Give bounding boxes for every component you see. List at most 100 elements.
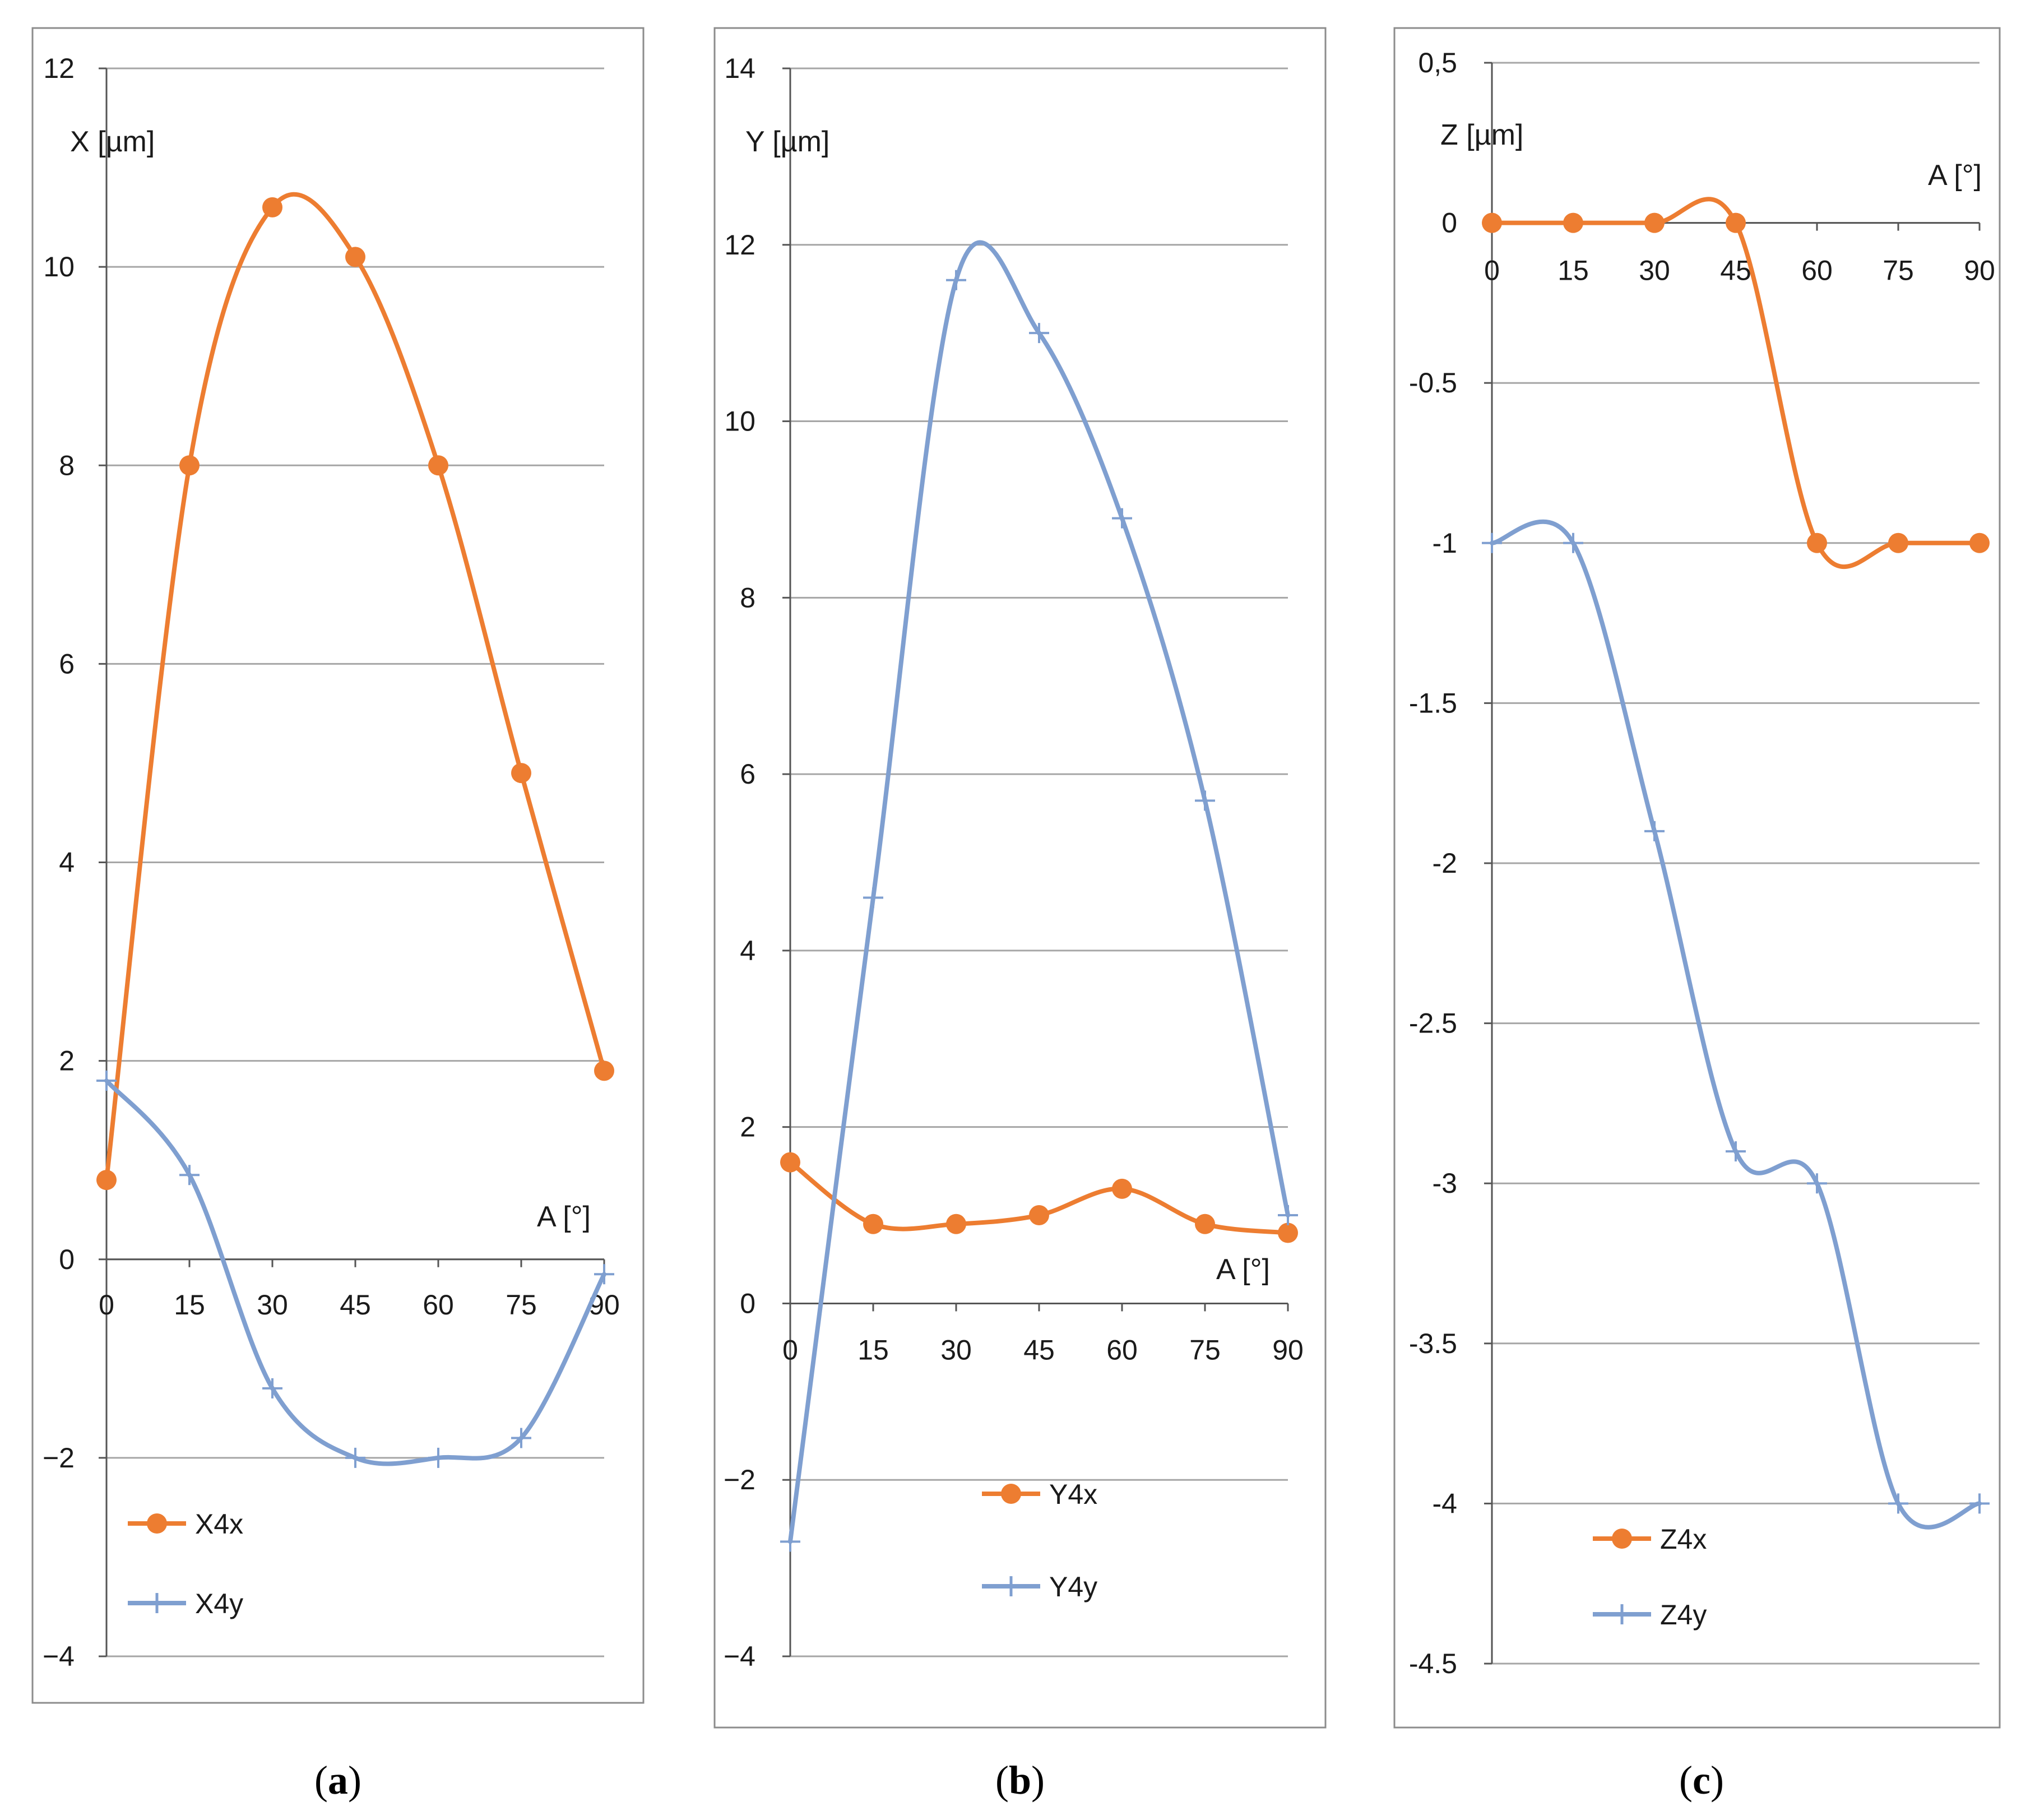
- panel-a-x-tick-label: 30: [257, 1289, 288, 1321]
- panel-b-point-Y4x: [1112, 1178, 1132, 1199]
- panel-a-y-tick-label: 2: [59, 1045, 75, 1077]
- panel-b-point-Y4x: [1195, 1214, 1215, 1234]
- panel-b-point-Y4y: [1112, 508, 1132, 529]
- panel-b-caption-close: ): [1031, 1758, 1045, 1803]
- panel-c-point-Z4x: [1563, 212, 1583, 233]
- panel-c-legend-label-x: Z4x: [1660, 1523, 1707, 1555]
- panel-b-legend-label-x: Y4x: [1049, 1479, 1097, 1510]
- panel-c-x-tick-label: 60: [1801, 255, 1833, 286]
- panel-b-point-Y4y: [863, 887, 883, 908]
- panel-b-x-tick-label: 60: [1106, 1334, 1138, 1365]
- panel-a-legend-label-x: X4x: [195, 1508, 243, 1540]
- panel-c-point-Z4y: [1563, 532, 1583, 553]
- panel-c-point-Z4x: [1807, 532, 1827, 553]
- panel-b-x-tick-label: 0: [782, 1334, 798, 1365]
- panel-c-x-axis: 0 15 30 45 60 75 90: [1484, 222, 1995, 286]
- panel-a-legend-label-y: X4y: [195, 1588, 243, 1619]
- panel-a-point-X4y: [96, 1071, 117, 1091]
- panel-a-point-X4x: [511, 763, 531, 784]
- panel-c-point-Z4y: [1482, 532, 1502, 553]
- panel-c-legend: Z4x Z4y: [1593, 1523, 1707, 1631]
- panel-b-y-tick-label: 14: [724, 53, 755, 84]
- panel-a-point-X4y: [594, 1264, 614, 1285]
- panel-b-x-axis: 0 15 30 45 60 75 90: [782, 1302, 1304, 1365]
- panel-a-point-X4y: [345, 1447, 365, 1468]
- panel-b-y-tick-label: 0: [740, 1288, 755, 1319]
- panel-b-x-tick-label: 15: [857, 1334, 889, 1365]
- panel-a-x-tick-label: 45: [340, 1289, 371, 1321]
- panel-a-point-X4x: [428, 455, 448, 476]
- panel-c-x-tick-label: 45: [1720, 255, 1751, 286]
- panel-b-legend-swatch-marker-y: [1001, 1576, 1021, 1596]
- panel-b-point-Y4x: [946, 1214, 966, 1234]
- panel-c-y-axis: 0,5 0 -0.5 -1 -1.5 -2 -2.5 -3 -3.5 -4 -4.5: [1409, 47, 1493, 1679]
- panel-a-legend-swatch-marker-y: [147, 1593, 167, 1613]
- panel-c-x-tick-label: 75: [1883, 255, 1914, 286]
- panel-c-point-Z4y: [1644, 821, 1665, 841]
- panel-a-x-tick-label: 0: [99, 1289, 114, 1321]
- panel-c-legend-label-y: Z4y: [1660, 1599, 1707, 1631]
- panel-a-y-tick-label: 6: [59, 648, 75, 679]
- panel-c-y-tick-label: 0: [1441, 207, 1457, 239]
- panel-a-caption-close: ): [348, 1758, 361, 1803]
- panel-c-y-axis-title: Z [µm]: [1440, 119, 1523, 151]
- panel-c-y-tick-label: -4.5: [1409, 1648, 1457, 1679]
- panel-c-series-line-Z4y: [1490, 519, 1982, 1530]
- panel-a-point-X4x: [262, 197, 282, 217]
- panel-a-point-X4x: [345, 247, 365, 267]
- panel-b-point-Y4y: [1278, 1205, 1298, 1226]
- panel-a-y-tick-label: 8: [59, 450, 75, 481]
- panel-c-point-Z4x: [1644, 212, 1665, 233]
- panel-a-legend-swatch-marker-x: [147, 1513, 167, 1534]
- panel-c-legend-swatch-marker-y: [1612, 1604, 1632, 1624]
- panel-b-x-tick-label: 90: [1272, 1334, 1304, 1365]
- panel-c-x-tick-label: 90: [1964, 255, 1995, 286]
- panel-a-x-axis: 0 15 30 45 60 75 90: [99, 1258, 620, 1321]
- panel-b-legend: Y4x Y4y: [982, 1479, 1097, 1603]
- panel-c-point-Z4y: [1888, 1493, 1908, 1514]
- panel-a-caption-open: (: [314, 1758, 328, 1803]
- panel-a-frame: [31, 27, 645, 1704]
- panel-b: 14 12 10 8 6 4 2 0 −2 −4 0 15 30 45 60 75 90 Y [µm] A […: [713, 27, 1327, 1803]
- panel-c: 0,5 0 -0.5 -1 -1.5 -2 -2.5 -3 -3.5 -4 -4.5 0 15 30 45…: [1393, 27, 2001, 1803]
- panel-a-point-X4y: [262, 1378, 282, 1398]
- panel-c-y-tick-label: -1.5: [1409, 687, 1457, 719]
- panel-a-caption-letter: a: [328, 1758, 348, 1803]
- panel-b-y-tick-label: 6: [740, 758, 755, 790]
- panel-b-point-Y4y: [1195, 790, 1215, 811]
- panel-c-caption-close: ): [1710, 1758, 1724, 1803]
- panel-b-caption-open: (: [995, 1758, 1009, 1803]
- panel-b-y-tick-label: 8: [740, 582, 755, 613]
- panel-a-y-tick-label: 0: [59, 1244, 75, 1275]
- panel-a-series-markers: [96, 197, 614, 1468]
- panel-b-y-tick-label: 2: [740, 1112, 755, 1143]
- panel-a-y-tick-label: 4: [59, 847, 75, 878]
- panel-b-point-Y4y: [780, 1531, 800, 1552]
- panel-b-point-Y4x: [863, 1214, 883, 1234]
- panel-b-point-Y4x: [1029, 1205, 1049, 1226]
- panel-c-point-Z4x: [1969, 532, 1990, 553]
- panel-c-y-tick-label: -3: [1433, 1168, 1457, 1199]
- panel-b-caption: (b): [995, 1758, 1045, 1803]
- panel-b-legend-swatch-marker-x: [1001, 1484, 1021, 1504]
- panel-a-point-X4x: [179, 455, 200, 476]
- panel-b-y-tick-label: −4: [724, 1641, 755, 1672]
- panel-a-point-X4x: [594, 1060, 614, 1081]
- panel-c-legend-swatch-marker-x: [1612, 1529, 1632, 1549]
- panel-a-point-X4y: [428, 1447, 448, 1468]
- panel-b-y-axis: 14 12 10 8 6 4 2 0 −2 −4: [724, 53, 791, 1672]
- panel-c-frame: [1393, 27, 2001, 1729]
- panel-c-caption-letter: c: [1693, 1758, 1710, 1803]
- panel-b-point-Y4x: [780, 1152, 800, 1173]
- panel-c-y-tick-label: -2: [1433, 848, 1457, 879]
- panel-b-y-axis-title: Y [µm]: [745, 126, 829, 158]
- panel-c-y-tick-label: -1: [1433, 527, 1457, 559]
- panel-c-y-tick-label: -4: [1433, 1488, 1457, 1519]
- panel-b-legend-label-y: Y4y: [1049, 1571, 1097, 1603]
- panel-b-x-tick-label: 45: [1023, 1334, 1055, 1365]
- panel-a-y-tick-label: 12: [43, 53, 75, 84]
- panel-b-x-tick-label: 75: [1189, 1334, 1221, 1365]
- panel-b-y-tick-label: 4: [740, 935, 755, 966]
- panel-c-point-Z4x: [1888, 532, 1908, 553]
